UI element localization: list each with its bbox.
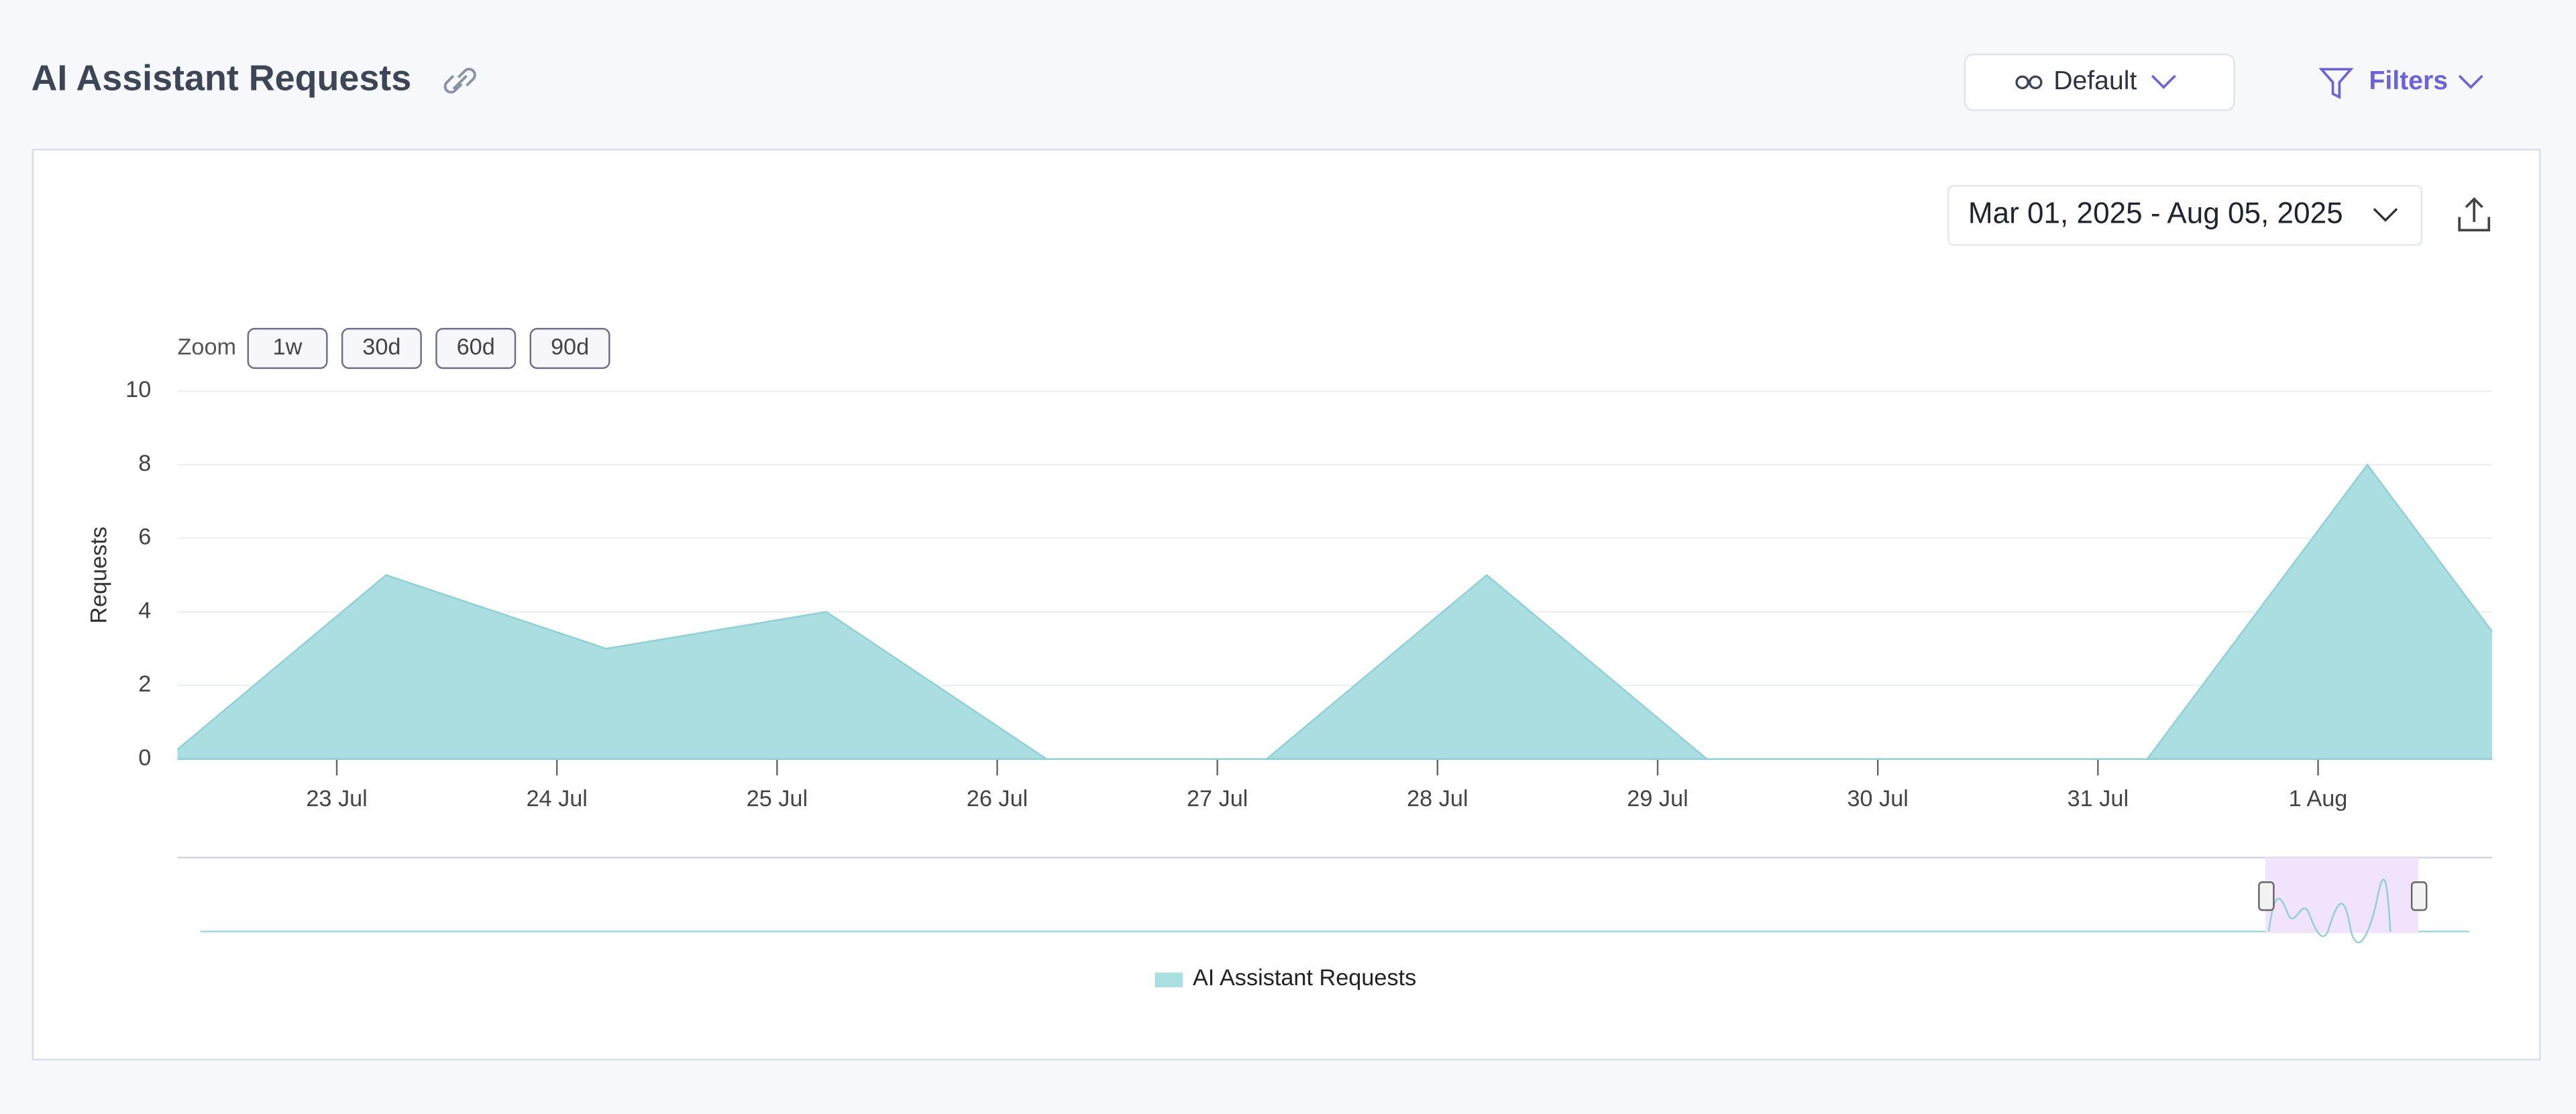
legend-swatch [1155,972,1183,988]
y-tick-label: 8 [138,451,151,476]
series [177,463,2493,760]
zoom-button-label: 1w [273,335,303,360]
y-tick-label: 10 [125,377,151,402]
chevron [2151,74,2176,89]
x-tick-label: 31 Jul [2068,786,2129,812]
chevron [2373,208,2398,222]
chevron [2458,74,2483,89]
zoom-button[interactable] [341,327,422,370]
y-tick-label: 0 [138,745,151,771]
filter-icon[interactable] [2318,68,2354,99]
navigator-handle[interactable] [2258,881,2275,911]
zoom-button[interactable] [529,327,610,370]
x-tick-label: 30 Jul [1847,786,1908,812]
x-tick-label: 25 Jul [747,786,808,812]
glasses-icon [2015,75,2043,90]
zoom-button[interactable] [435,327,517,370]
link-icon[interactable] [443,68,476,94]
x-tick-label: 26 Jul [967,786,1028,812]
area [177,463,2493,760]
x-tick-label: 24 Jul [526,786,587,812]
x-tick-label: 28 Jul [1407,786,1468,812]
navigator [177,856,2493,944]
export-icon[interactable] [2458,197,2491,231]
y-axis-label: Requests [86,526,111,624]
navigator-handle[interactable] [2410,881,2428,911]
x-tick-label: 1 Aug [2289,786,2348,812]
y-tick-label: 2 [138,671,151,697]
date-range-picker[interactable] [1947,184,2423,246]
x-tick-label: 29 Jul [1627,786,1688,812]
zoom-button-label: 90d [551,335,589,360]
zoom-button-label: 30d [362,335,400,360]
page-title: AI Assistant Requests [32,58,412,99]
date-range: Mar 01, 2025 - Aug 05, 2025 [1968,197,2343,230]
zoom-button[interactable] [247,327,328,370]
legend-label[interactable]: AI Assistant Requests [1193,965,1416,991]
zoom-label: Zoom [177,335,236,360]
x-tick-label: 23 Jul [306,786,367,812]
view-label: Default [2053,66,2137,95]
y-tick-label: 4 [138,598,151,623]
navigator-line [2267,879,2392,944]
view-dropdown[interactable] [1964,53,2235,111]
y-tick-label: 6 [138,524,151,550]
zoom-button-label: 60d [457,335,495,360]
navigator-selection[interactable] [2265,857,2418,934]
x-tick-label: 27 Jul [1187,786,1248,812]
filters-button[interactable]: Filters [2369,66,2448,95]
